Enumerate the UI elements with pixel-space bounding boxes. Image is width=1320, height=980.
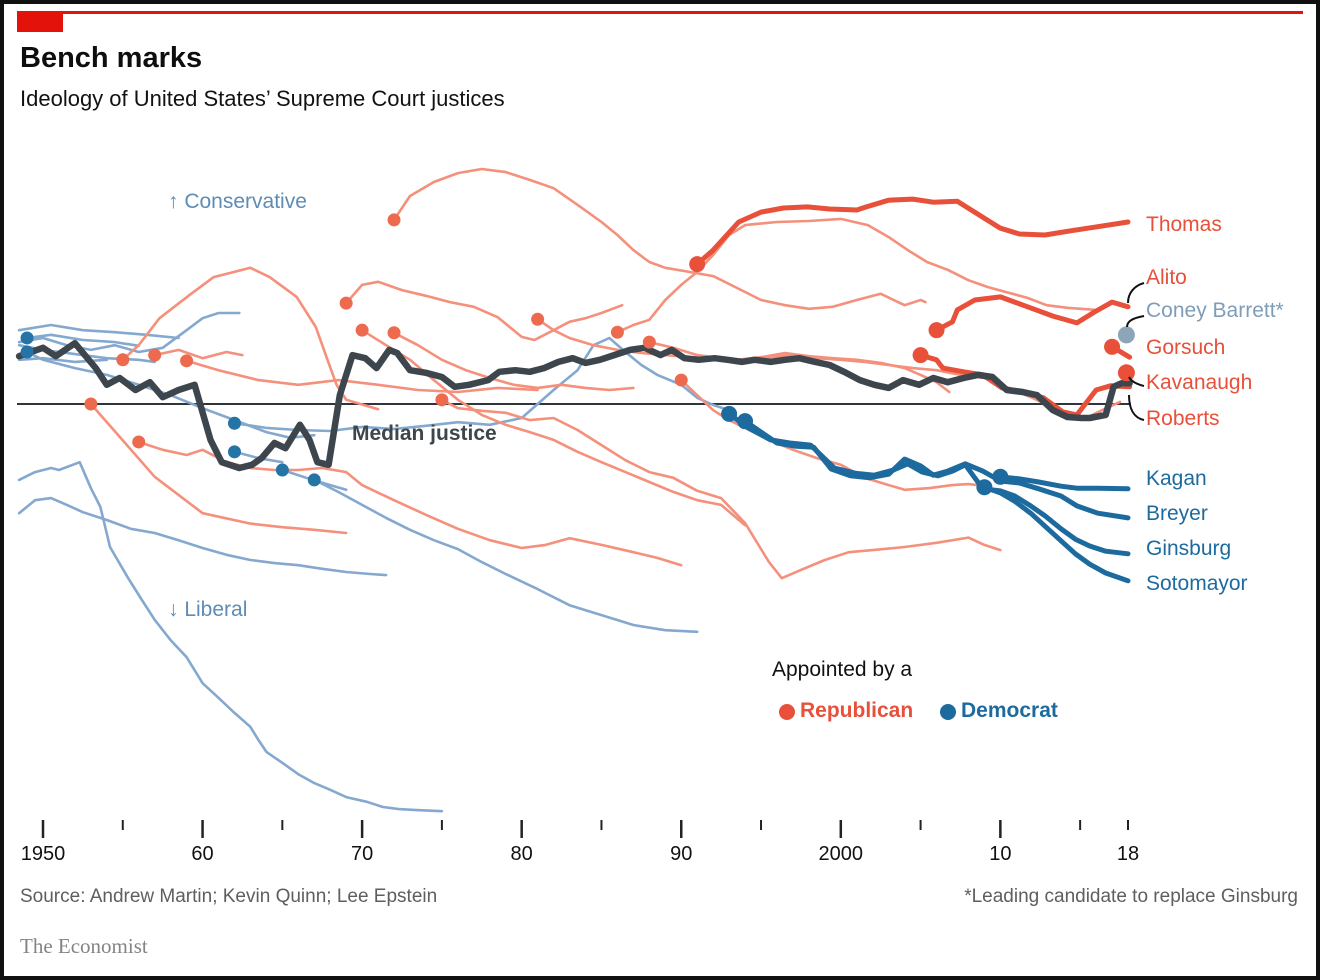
appointment-dot-white — [227, 416, 241, 430]
appointment-dot-fortas — [275, 463, 289, 477]
republican-legend-dot-icon — [779, 704, 795, 720]
appointment-dot-kavanaugh — [1117, 364, 1135, 382]
x-axis-label-70: 70 — [350, 843, 374, 865]
series-line-brennan — [137, 440, 683, 567]
median-justice-annotation: Median justice — [352, 422, 497, 445]
series-line-douglas — [17, 460, 444, 813]
top-rule — [17, 11, 1303, 14]
appointment-dot-souter — [674, 373, 688, 387]
series-line-frankfurter — [17, 311, 241, 354]
series-line-sotomayor — [981, 484, 1131, 584]
callout-line-coney — [1126, 315, 1145, 328]
justice-label-kavanaugh: Kavanaugh — [1146, 371, 1253, 395]
democrat-legend-dot-icon — [940, 704, 956, 720]
appointment-dot-kennedy — [642, 335, 656, 349]
appointment-dot-rehnquist — [387, 213, 401, 227]
appointment-dot-warren — [84, 397, 98, 411]
appointment-dot-blackmun — [355, 323, 369, 337]
appointment-dot-burger — [339, 296, 353, 310]
appointment-dot-scalia — [610, 325, 624, 339]
series-line-thomas — [694, 196, 1131, 267]
appointment-dot-thomas — [689, 256, 706, 273]
legend-title: Appointed by a — [772, 658, 913, 681]
x-axis-label-2000: 2000 — [818, 843, 864, 865]
series-line-scalia — [616, 217, 1098, 334]
series-line-warren — [89, 402, 348, 535]
footnote: *Leading candidate to replace Ginsburg — [964, 886, 1298, 907]
justice-label-kagan: Kagan — [1146, 466, 1207, 490]
justice-label-coney-barrett-: Coney Barrett* — [1146, 298, 1284, 322]
callout-line-alito — [1127, 282, 1145, 304]
series-line-o-connor — [536, 317, 951, 394]
appointment-dot-stevens — [435, 393, 449, 407]
legend-democrat-label: Democrat — [961, 699, 1058, 722]
x-axis-label-1950: 1950 — [20, 843, 66, 865]
appointment-dot-harlan — [116, 353, 130, 367]
series-line-alito — [934, 294, 1131, 333]
series-line-stevens — [440, 398, 1002, 580]
x-axis-label-10: 10 — [989, 843, 1012, 865]
appointment-dot-marshall — [307, 473, 321, 487]
callout-line-roberts — [1128, 394, 1145, 421]
series-line-white — [233, 336, 731, 433]
appointment-dot-minton — [20, 331, 34, 345]
appointment-dot-breyer — [737, 413, 754, 430]
series-line-kagan — [997, 474, 1131, 492]
series-line-whittaker — [153, 348, 244, 360]
series-line-burton — [17, 323, 180, 340]
conservative-direction-annotation: ↑ Conservative — [168, 190, 307, 213]
justice-label-thomas: Thomas — [1146, 213, 1222, 237]
series-line-marshall — [312, 478, 699, 634]
series-line-breyer — [742, 418, 1131, 521]
series-line-median-justice — [15, 339, 1133, 472]
appointment-dot-roberts — [912, 347, 929, 364]
series-line-stewart — [185, 359, 539, 394]
page-subtitle: Ideology of United States’ Supreme Court… — [20, 86, 505, 111]
x-axis-label-18: 18 — [1116, 843, 1140, 865]
appointment-dot-clark — [20, 345, 34, 359]
justice-label-roberts: Roberts — [1146, 407, 1220, 431]
justice-label-alito: Alito — [1146, 266, 1187, 290]
series-line-harlan — [121, 266, 380, 411]
x-axis-label-80: 80 — [510, 843, 533, 865]
justice-label-breyer: Breyer — [1146, 501, 1208, 525]
callout-line-kavanaugh — [1128, 376, 1145, 387]
appointment-dot-powell — [387, 326, 401, 340]
appointment-dot-whittaker — [148, 348, 162, 362]
x-axis-label-60: 60 — [191, 843, 214, 865]
appointment-dot-ginsburg — [721, 405, 738, 422]
series-line-rehnquist — [392, 167, 927, 311]
appointment-dot-brennan — [132, 435, 146, 449]
appointment-dot-stewart — [180, 354, 194, 368]
appointment-dot-gorsuch — [1104, 338, 1121, 355]
legend-republican-label: Republican — [800, 699, 914, 722]
appointment-dot-o-connor — [531, 312, 545, 326]
liberal-direction-annotation: ↓ Liberal — [168, 598, 248, 621]
series-line-powell — [392, 331, 635, 392]
series-line-burger — [344, 280, 624, 342]
series-line-ginsburg — [726, 411, 1131, 557]
appointment-dot-kagan — [992, 468, 1009, 485]
series-line-black — [17, 496, 388, 577]
justice-label-ginsburg: Ginsburg — [1146, 537, 1232, 561]
justice-label-gorsuch: Gorsuch — [1146, 335, 1226, 359]
appointment-dot-goldberg — [227, 445, 241, 459]
economist-red-tab — [17, 11, 63, 32]
appointment-dot-coney-barrett — [1117, 326, 1135, 344]
x-axis-label-90: 90 — [670, 843, 693, 865]
appointment-dot-sotomayor — [976, 479, 993, 496]
brand-logotype: The Economist — [20, 934, 148, 958]
justice-label-sotomayor: Sotomayor — [1146, 571, 1248, 595]
source-credit: Source: Andrew Martin; Kevin Quinn; Lee … — [20, 886, 438, 907]
series-line-roberts — [918, 352, 1133, 418]
series-line-minton — [25, 333, 140, 348]
appointment-dot-alito — [928, 322, 945, 339]
page-title: Bench marks — [20, 42, 203, 74]
